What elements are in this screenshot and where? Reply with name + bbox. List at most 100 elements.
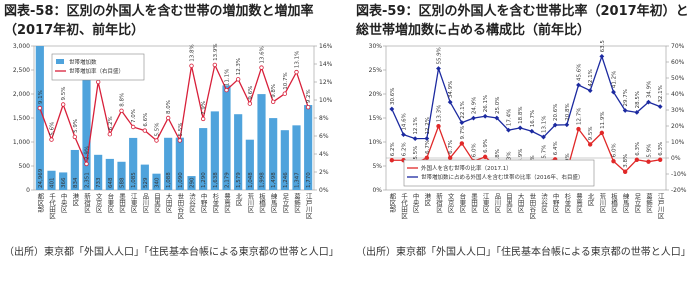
data-label: 13.8% [190,44,196,61]
data-label: 5.6% [50,122,56,136]
bar-value-label: 2,351 [85,172,91,188]
data-label: 6.6% [143,113,149,127]
legend-label: 世帯増加率（右目盛） [69,67,124,75]
bar-value-label: 290 [190,177,196,188]
y2-tick-label: -10% [671,171,687,178]
data-label: 6.2% [108,116,114,130]
y2-tick-label: 30% [671,107,685,114]
data-label: 11.1% [225,69,231,86]
marker [107,131,113,137]
x-tick-label: 荒川区 [598,192,606,213]
data-label: 6.3% [658,142,664,156]
bar [210,111,219,190]
x-tick-label: 中央区 [59,192,67,213]
data-label: 24.9% [472,97,478,114]
y-tick-label: 5% [372,163,382,170]
x-tick-label: 荒川区 [246,192,254,213]
data-label: 12.2% [425,117,431,134]
bar-value-label: 588 [120,177,126,188]
marker [622,108,628,113]
bar [304,105,313,190]
data-label: 7.0% [131,109,137,123]
marker [305,104,311,110]
x-tick-label: 世田谷区 [176,192,184,220]
data-label: 6.2% [390,142,396,156]
chart: 0 500 1,000 1,500 2,000 2,500 3,000 0% 2% 4% 6% 8% 1… [13,43,333,220]
x-tick-label: 千代田区 [48,192,56,220]
bar-value-label: 1,579 [236,172,242,188]
data-label: 5.5% [155,123,161,137]
bar-value-label: 366 [61,177,67,188]
x-tick-label: 板橋区 [258,192,266,213]
data-label: 9.5% [588,126,594,140]
y-tick-label: 30% [369,43,383,50]
data-label: 6.4% [553,141,559,155]
bar [140,164,149,190]
marker [401,132,406,138]
bar-value-label: 2,179 [225,172,231,188]
bar [82,77,91,190]
marker [235,77,241,82]
bar-value-label: 401 [50,178,56,189]
legend-label: 世帯増加数に占める外国人を含む世帯の比率（2016年、右目盛） [421,173,584,181]
marker [459,120,465,126]
data-label: 10.7% [283,72,289,89]
x-tick-label: 品川区 [141,193,149,213]
x-tick-label: 大田区 [164,192,172,213]
data-label: 4.9% [518,148,524,162]
line [391,54,661,140]
data-label: 2.9% [85,146,91,160]
bar-value-label: 1,088 [166,172,172,188]
y2-tick-label: 50% [671,75,685,82]
x-tick-label: 台東区 [458,192,466,213]
marker [587,88,593,94]
y-tick-label: 0% [372,187,382,194]
marker [389,106,395,112]
data-label: 6.3% [635,142,641,156]
bar [59,172,68,190]
data-label: 22.1% [460,101,466,118]
marker [436,66,441,71]
data-label: 5.5% [413,146,419,160]
bar-value-label: 733 [96,177,102,188]
data-label: 5.5% [178,123,184,137]
data-label: 26.1% [483,95,489,112]
marker [84,161,89,167]
x-tick-label: 江東区 [481,193,489,213]
y-tick-label: 2,000 [13,91,30,98]
x-tick-label: 杉並区 [563,192,571,213]
x-tick-label: 江東区 [129,193,137,213]
chart-title: 図表-58：区別の外国人を含む世帯の増加数と増加率（2017年初、前年比） [4,4,314,38]
data-label: 20.8% [565,103,571,120]
y-tick-label: 2,500 [13,67,30,74]
marker [459,141,465,146]
legend-label: 外国人を含む世帯の比率（2017.1） [421,164,512,172]
data-label: 25.0% [495,97,501,114]
bar-value-label: 648 [108,177,114,188]
marker [412,136,418,142]
x-tick-label: 目黒区 [153,193,161,213]
marker [389,158,395,163]
data-label: 17.4% [507,109,513,126]
bar [47,170,56,190]
data-label: 34.9% [448,81,454,98]
data-label: 20.6% [553,104,559,121]
data-label: 9.8% [271,84,277,98]
marker [576,126,581,132]
data-label: 32.1% [658,85,664,102]
data-label: 13.6% [260,46,266,63]
x-tick-label: 千代田区 [400,192,408,220]
x-tick-label: 新宿区 [83,192,91,213]
bar [129,137,138,190]
bar-value-label: 1,638 [213,172,219,188]
data-label: 18.8% [518,106,524,123]
bar [292,125,301,190]
marker [119,108,124,113]
data-label: 12.7% [577,108,583,125]
y2-tick-label: 2% [319,169,329,176]
marker [130,124,136,130]
bar [269,118,278,190]
data-label: 9.5% [61,87,67,101]
marker [599,54,605,59]
